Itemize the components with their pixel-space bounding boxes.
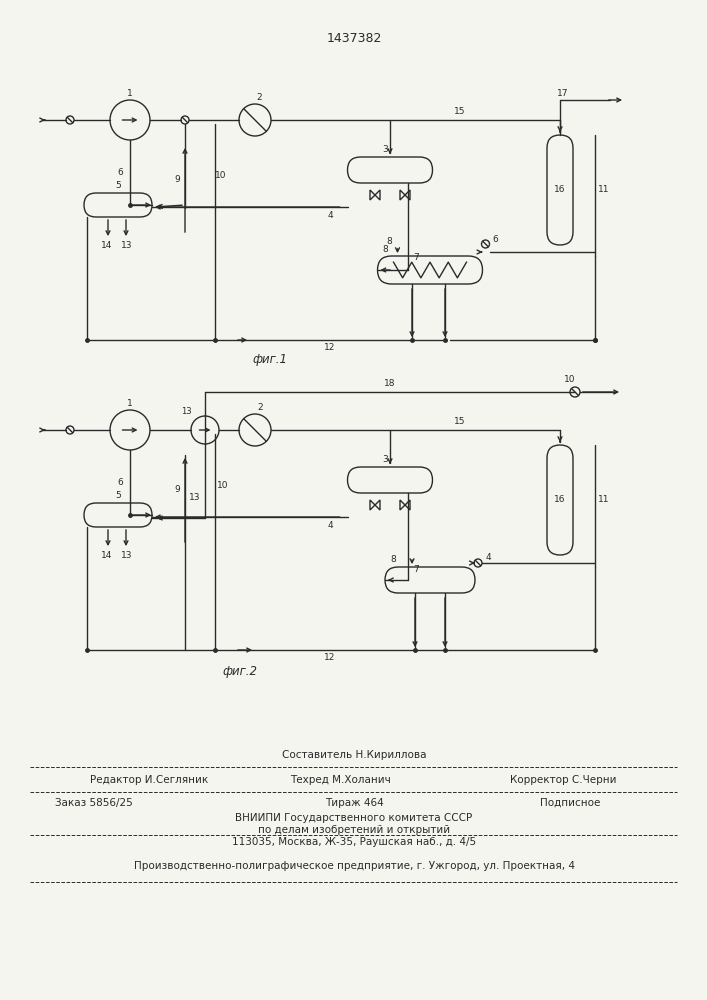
Text: 7: 7	[413, 566, 419, 574]
Text: 1437382: 1437382	[327, 31, 382, 44]
Text: 7: 7	[413, 253, 419, 262]
Text: Производственно-полиграфическое предприятие, г. Ужгород, ул. Проектная, 4: Производственно-полиграфическое предприя…	[134, 861, 575, 871]
Text: 4: 4	[327, 212, 333, 221]
Text: Редактор И.Сегляник: Редактор И.Сегляник	[90, 775, 209, 785]
Text: Корректор С.Черни: Корректор С.Черни	[510, 775, 617, 785]
Text: 8: 8	[387, 236, 392, 245]
Text: 6: 6	[117, 168, 123, 177]
Text: 8: 8	[390, 556, 396, 564]
Text: Тираж 464: Тираж 464	[325, 798, 383, 808]
Text: 9: 9	[174, 176, 180, 184]
Text: 14: 14	[101, 550, 112, 560]
Text: Техред М.Холанич: Техред М.Холанич	[290, 775, 391, 785]
Text: 3: 3	[382, 456, 388, 464]
Text: ВНИИПИ Государственного комитета СССР: ВНИИПИ Государственного комитета СССР	[235, 813, 472, 823]
Text: 5: 5	[115, 182, 121, 190]
Text: 6: 6	[117, 478, 123, 487]
Text: 13: 13	[189, 492, 201, 502]
Text: 13: 13	[121, 550, 133, 560]
Text: по делам изобретений и открытий: по делам изобретений и открытий	[258, 825, 450, 835]
Text: 113035, Москва, Ж-35, Раушская наб., д. 4/5: 113035, Москва, Ж-35, Раушская наб., д. …	[232, 837, 476, 847]
Text: 12: 12	[325, 344, 336, 353]
Text: 6: 6	[493, 235, 498, 244]
Text: 16: 16	[554, 495, 566, 504]
Text: 11: 11	[598, 186, 609, 194]
Text: 10: 10	[564, 375, 575, 384]
Text: 10: 10	[217, 481, 229, 489]
Text: 13: 13	[181, 408, 192, 416]
Text: 8: 8	[382, 244, 388, 253]
Text: фиг.2: фиг.2	[223, 666, 257, 678]
Text: 13: 13	[121, 240, 133, 249]
Text: 9: 9	[174, 486, 180, 494]
Text: 11: 11	[598, 495, 609, 504]
Text: 15: 15	[455, 418, 466, 426]
Text: 4: 4	[327, 522, 333, 530]
Text: 15: 15	[455, 107, 466, 116]
Text: 3: 3	[382, 145, 388, 154]
Text: фиг.1: фиг.1	[252, 354, 288, 366]
Text: Подписное: Подписное	[540, 798, 600, 808]
Text: 10: 10	[215, 170, 227, 180]
Text: 14: 14	[101, 240, 112, 249]
Text: Составитель Н.Кириллова: Составитель Н.Кириллова	[282, 750, 426, 760]
Text: 5: 5	[115, 491, 121, 500]
Text: 2: 2	[257, 403, 263, 412]
Text: 16: 16	[554, 186, 566, 194]
Text: 17: 17	[557, 89, 568, 98]
Text: 12: 12	[325, 654, 336, 662]
Text: Заказ 5856/25: Заказ 5856/25	[55, 798, 133, 808]
Text: 1: 1	[127, 90, 133, 99]
Text: 18: 18	[384, 379, 396, 388]
Text: 1: 1	[127, 399, 133, 408]
Text: 4: 4	[485, 554, 491, 562]
Text: 2: 2	[256, 94, 262, 103]
